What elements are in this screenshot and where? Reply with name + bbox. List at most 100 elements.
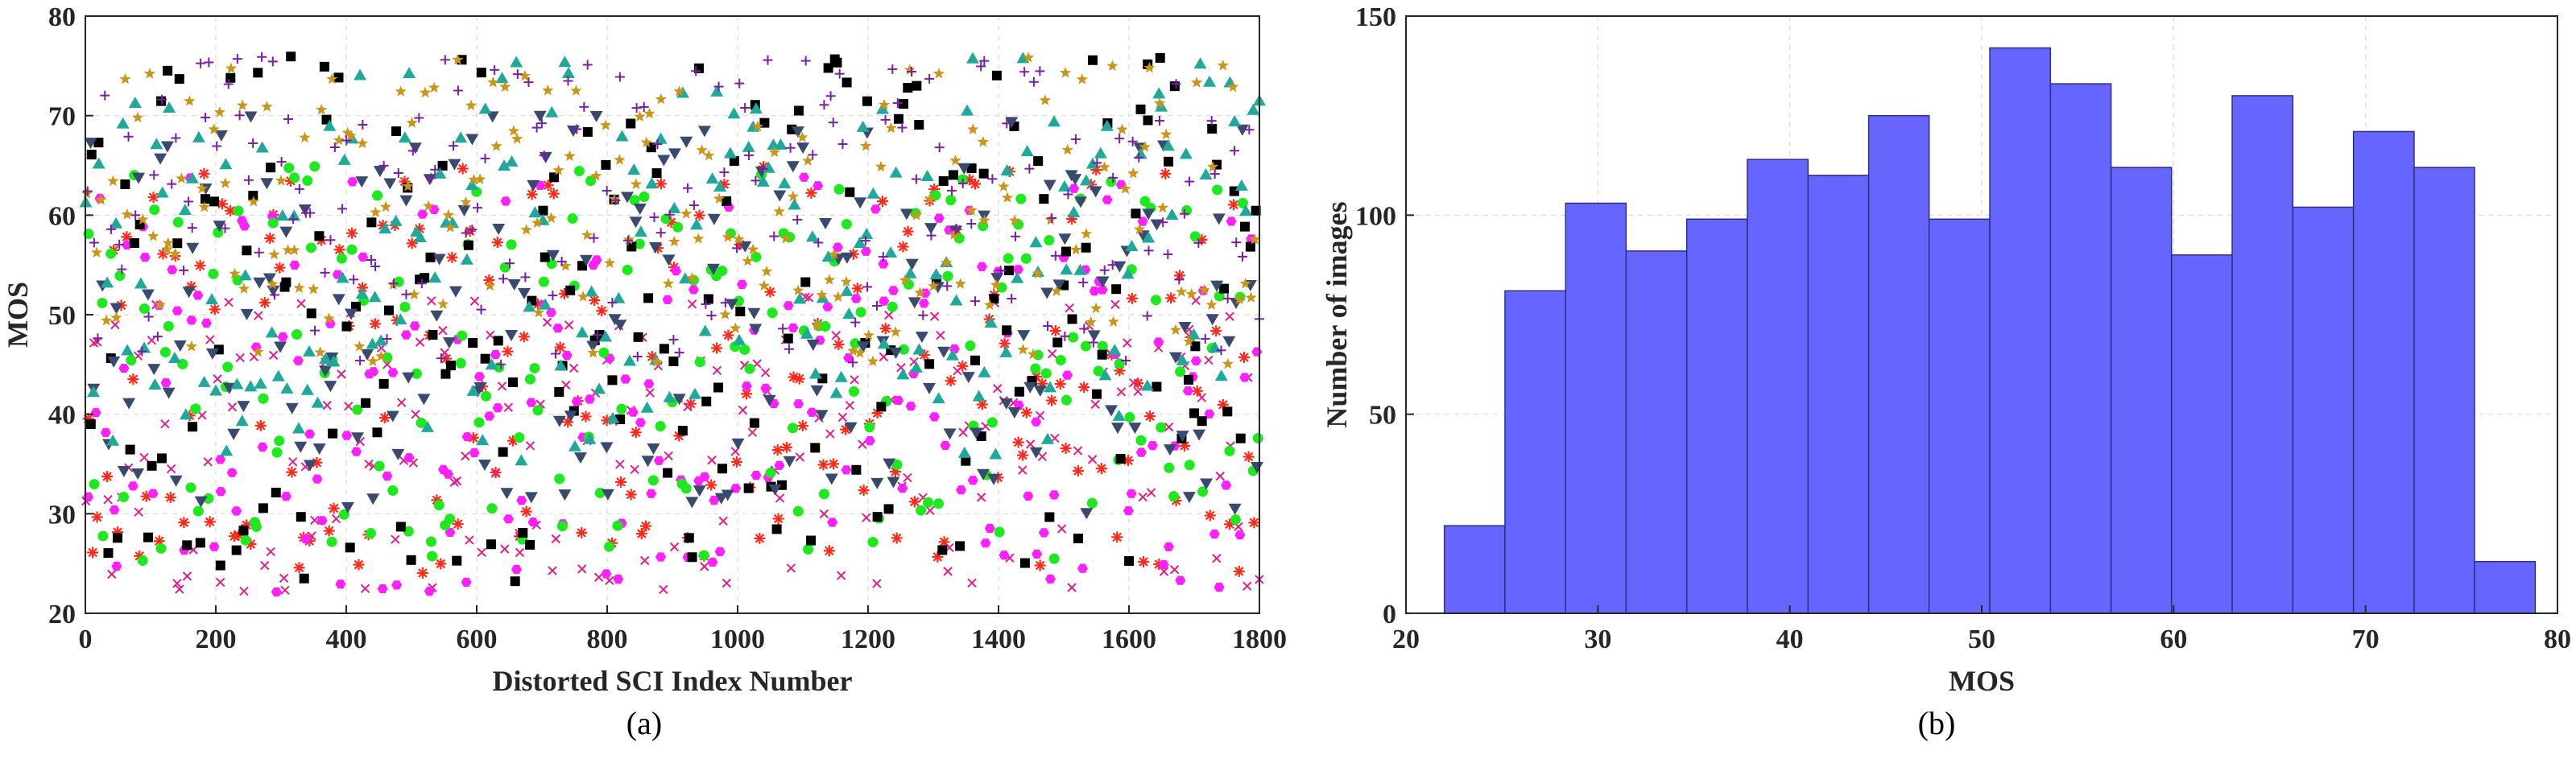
scatter-point-plus	[1185, 176, 1195, 187]
scatter-point-triangle-down	[558, 489, 572, 501]
scatter-point-triangle-up	[1121, 267, 1135, 279]
scatter-point-triangle-up	[896, 368, 910, 380]
scatter-point-triangle-up	[627, 163, 641, 175]
scatter-point-triangle-up	[116, 117, 130, 129]
scatter-point-cross	[664, 451, 673, 461]
scatter-point-square	[156, 453, 167, 464]
scatter-point-hexagon	[662, 295, 673, 304]
scatter-point-pentagram	[941, 256, 953, 268]
scatter-point-triangle-up	[163, 101, 176, 113]
scatter-point-cross	[254, 311, 263, 320]
scatter-point-triangle-up	[1011, 271, 1024, 283]
scatter-point-cross	[287, 457, 298, 467]
scatter-point-triangle-up	[554, 359, 568, 371]
scatter-point-circle	[538, 276, 549, 287]
scatter-point-square	[258, 503, 268, 513]
scatter-point-pentagram	[490, 140, 502, 151]
scatter-point-cross	[216, 577, 225, 588]
scatter-point-pentagram	[465, 99, 478, 111]
scatter-point-triangle-down	[693, 485, 706, 497]
scatter-point-square	[845, 187, 855, 197]
scatter-point-hexagon	[918, 299, 929, 308]
scatter-point-triangle-up	[106, 434, 120, 446]
scatter-point-cross	[1133, 386, 1143, 397]
scatter-point-asterisk	[879, 323, 891, 335]
scatter-point-plus	[631, 103, 642, 113]
scatter-point-plus	[664, 209, 675, 220]
scatter-point-plus	[382, 334, 392, 344]
scatter-point-plus	[860, 236, 870, 246]
scatter-point-pentagram	[796, 131, 808, 142]
scatter-point-pentagram	[519, 69, 531, 81]
scatter-point-hexagon	[897, 484, 908, 493]
scatter-point-plus	[589, 233, 599, 243]
scatter-point-pentagram	[545, 212, 557, 224]
scatter-point-pentagram	[866, 355, 879, 366]
scatter-point-square	[1039, 194, 1049, 204]
scatter-point-asterisk	[580, 410, 592, 423]
scatter-point-triangle-up	[762, 161, 775, 173]
scatter-point-triangle-up	[856, 120, 870, 132]
scatter-x-tick-label: 0	[79, 625, 93, 654]
scatter-point-pentagram	[395, 85, 407, 97]
scatter-point-circle	[499, 262, 511, 273]
scatter-point-triangle-down	[1033, 385, 1047, 397]
scatter-point-plus	[1231, 237, 1242, 248]
scatter-point-hexagon	[841, 465, 852, 475]
scatter-point-pentagram	[1127, 167, 1139, 179]
scatter-point-plus	[1134, 152, 1144, 163]
scatter-point-asterisk	[1191, 385, 1203, 397]
scatter-point-triangle-up	[238, 269, 252, 281]
scatter-point-circle	[149, 204, 160, 216]
scatter-point-asterisk	[1238, 352, 1251, 364]
scatter-point-hexagon	[646, 489, 657, 498]
scatter-point-triangle-up	[834, 370, 848, 382]
scatter-point-hexagon	[653, 456, 664, 465]
scatter-point-pentagram	[655, 93, 667, 105]
scatter-point-plus	[234, 110, 245, 121]
scatter-point-asterisk	[264, 233, 276, 245]
scatter-point-asterisk	[127, 373, 139, 386]
scatter-point-pentagram	[499, 80, 511, 93]
scatter-point-square	[163, 65, 173, 76]
scatter-point-circle	[425, 536, 436, 547]
scatter-point-triangle-up	[292, 422, 305, 434]
scatter-ticks: 0 200 400 600 800 1000 1200 1400 1600 1800 20 30 40 5…	[48, 2, 1287, 654]
scatter-point-triangle-up	[319, 353, 333, 365]
scatter-point-triangle-up	[478, 102, 492, 114]
scatter-point-triangle-up	[389, 214, 403, 226]
scatter-point-pentagram	[965, 204, 978, 216]
scatter-point-hexagon	[139, 253, 151, 262]
scatter-point-asterisk	[730, 456, 742, 468]
scatter-point-triangle-down	[608, 314, 622, 326]
scatter-point-circle	[629, 195, 640, 206]
scatter-point-hexagon	[1039, 528, 1049, 538]
scatter-point-hexagon	[239, 221, 250, 231]
scatter-point-hexagon	[552, 324, 564, 333]
scatter-point-hexagon	[832, 242, 843, 252]
scatter-point-pentagram	[1027, 348, 1040, 360]
scatter-point-triangle-down	[383, 178, 397, 190]
scatter-point-pentagram	[107, 175, 119, 187]
scatter-point-circle	[1184, 460, 1195, 471]
scatter-point-triangle-down	[990, 273, 1004, 285]
scatter-point-triangle-down	[298, 204, 312, 216]
scatter-point-hexagon	[492, 403, 503, 413]
scatter-point-plus	[652, 139, 663, 150]
scatter-point-cross	[322, 400, 332, 410]
histogram-bar	[2049, 83, 2112, 614]
scatter-point-plus	[143, 311, 154, 322]
scatter-point-triangle-down	[1228, 503, 1242, 515]
scatter-point-plus	[171, 133, 181, 143]
scatter-point-pentagram	[1059, 67, 1072, 78]
scatter-point-pentagram	[452, 53, 464, 65]
scatter-point-triangle-down	[457, 204, 471, 217]
scatter-point-pentagram	[911, 209, 923, 221]
scatter-point-pentagram	[444, 221, 457, 233]
scatter-point-pentagram	[147, 230, 159, 241]
scatter-point-hexagon	[1048, 490, 1060, 500]
scatter-point-cross	[203, 457, 213, 467]
scatter-point-pentagram	[1107, 316, 1119, 327]
scatter-point-pentagram	[733, 233, 745, 245]
scatter-point-triangle-down	[107, 356, 121, 368]
